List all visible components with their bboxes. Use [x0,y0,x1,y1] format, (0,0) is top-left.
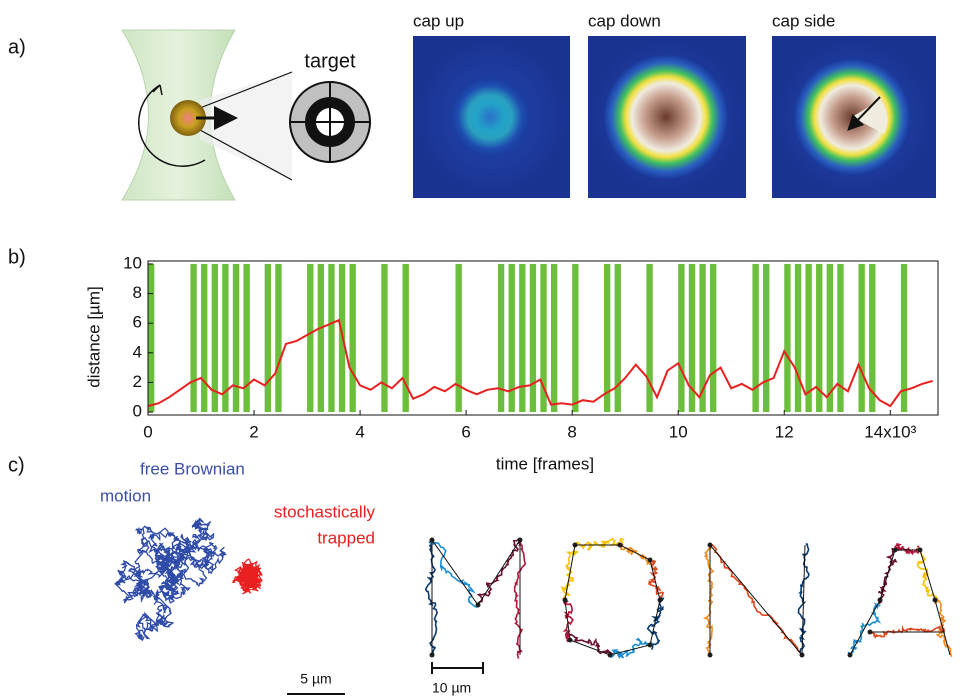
green-bar [710,264,716,412]
scale-bar [432,662,483,674]
green-bar [837,264,843,412]
green-bar [572,264,578,412]
trap-schematic [122,30,292,200]
y-tick-label: 10 [123,253,142,272]
letter-path [477,538,520,605]
letter-outline [565,545,660,655]
letter-outline [432,540,520,655]
green-bar [148,264,154,412]
letter-path [565,634,613,654]
y-tick-label: 8 [133,283,142,302]
green-bar [456,264,462,412]
green-bar [318,264,324,412]
x-axis-label: time [frames] [496,454,594,473]
green-bar [551,264,557,412]
image-label: cap side [772,11,835,30]
image-label: cap up [413,11,464,30]
trapped-label: stochastically [274,502,376,521]
panel-label: a) [8,36,26,58]
figure: a) b) c) target cap up cap down cap side… [0,0,960,699]
green-bar [530,264,536,412]
x-tick-label: 0 [143,422,152,441]
letter-path [611,639,652,658]
green-bar [763,264,769,412]
green-bar [243,264,249,412]
target-label: target [304,50,356,72]
green-bar [858,264,864,412]
green-bar [615,264,621,412]
green-bar [233,264,239,412]
green-bar [381,264,387,412]
scale-bar-label: 5 µm [300,671,331,687]
y-tick-label: 0 [133,402,142,421]
green-bar [604,264,610,412]
green-bar [307,264,313,412]
green-bar [678,264,684,412]
letter-path [574,539,624,551]
x-tick-label: 2 [249,422,258,441]
letter-path [426,542,437,655]
letter-path [705,545,713,657]
green-bar [795,264,801,412]
y-axis-label: distance [µm] [84,286,103,387]
trapped-path [233,559,262,594]
panel-label: c) [8,454,25,476]
image-label: cap down [588,11,661,30]
trapped-label: trapped [317,528,375,547]
y-tick-label: 6 [133,313,142,332]
trajectories [115,519,952,659]
x-tick-label: 12 [775,422,794,441]
free-label: free Brownian [140,459,245,478]
green-bar [784,264,790,412]
green-bar [519,264,525,412]
x-tick-label: 4 [355,422,364,441]
green-bar [646,264,652,412]
distance-chart: 0 2 4 6 8 10 0 2 4 6 8 10 12 14x10³ [123,253,938,441]
letter-path [648,598,664,649]
x-tick-label: 14x10³ [864,422,916,441]
scale-bar-label: 10 µm [432,680,471,696]
letter-path [430,541,478,607]
letter-path [918,548,938,598]
free-label: motion [100,486,151,505]
brownian-path [115,519,225,641]
x-tick-label: 8 [567,422,576,441]
x-tick-label: 6 [461,422,470,441]
y-tick-label: 2 [133,372,142,391]
green-bar [349,264,355,412]
target-icon [290,82,370,162]
green-bar [265,264,271,412]
green-bar [190,264,196,412]
y-tick-label: 4 [133,342,142,361]
panel-label: b) [8,246,26,268]
letter-outline [710,545,805,655]
green-bar [328,264,334,412]
green-bar [275,264,281,412]
letter-path [895,544,919,554]
camera-images [413,36,936,198]
x-tick-label: 10 [669,422,688,441]
green-bar [201,264,207,412]
